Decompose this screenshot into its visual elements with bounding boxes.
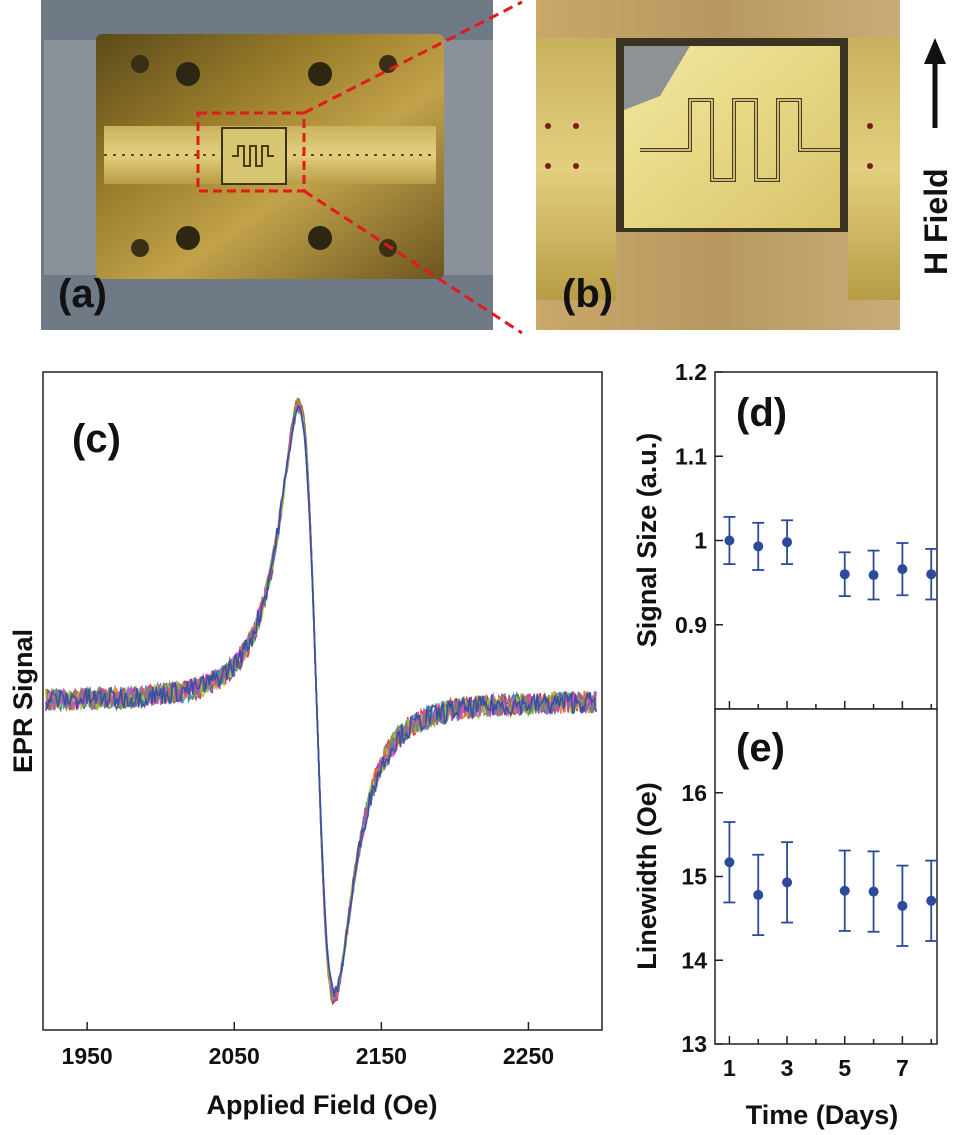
data-point	[782, 877, 793, 888]
data-point	[839, 569, 850, 580]
data-point	[897, 900, 908, 911]
y-tick-label: 13	[681, 1031, 707, 1057]
via	[867, 123, 873, 129]
y-tick-label: 1.2	[675, 359, 707, 385]
via	[573, 123, 579, 129]
screw	[379, 55, 397, 73]
plot-e-x-axis-title: Time (Days)	[746, 1100, 899, 1130]
epr-traces	[45, 397, 597, 1006]
screw	[131, 239, 149, 257]
panel-label-e: (e)	[736, 726, 785, 770]
via	[545, 163, 551, 169]
h-field-arrow-head	[924, 38, 946, 64]
signal-size-points	[723, 516, 938, 601]
zoom-box	[196, 111, 306, 193]
x-tick-label: 3	[781, 1055, 794, 1081]
data-point	[926, 895, 937, 906]
zoom-line-bottom	[303, 189, 523, 335]
plot-c-x-axis-title: Applied Field (Oe)	[206, 1090, 437, 1120]
photo-a: (a)	[41, 0, 493, 330]
chip-mini	[221, 127, 287, 185]
photo-b: (b)	[536, 0, 900, 330]
x-tick-label: 2150	[356, 1043, 407, 1069]
x-tick-label: 1950	[62, 1043, 113, 1069]
left-connector	[44, 40, 104, 275]
plot-c-y-axis-title: EPR Signal	[8, 629, 38, 773]
epr-spectrum-chart: 1950 2050 2150 2250 (c) Applied Field (Oe) …	[8, 371, 603, 1120]
y-tick-label: 0.9	[675, 612, 707, 638]
y-tick-label: 16	[681, 780, 707, 806]
panel-label-c: (c)	[72, 417, 121, 461]
signal-size-chart: 0.9 1 1.1 1.2 (d) Signal Size (a.u.)	[632, 359, 938, 710]
plot-e-y-axis-title: Linewidth (Oe)	[632, 782, 662, 969]
screw	[131, 55, 149, 73]
plot-d-y-ticks: 0.9 1 1.1 1.2	[675, 359, 932, 709]
data-point	[926, 569, 937, 580]
data-point	[897, 564, 908, 575]
x-tick-label: 2250	[503, 1043, 554, 1069]
panel-label-a: (a)	[58, 272, 107, 316]
mount-hole	[308, 62, 332, 86]
chip-corner	[624, 46, 690, 110]
y-tick-label: 14	[681, 947, 707, 973]
right-strip	[848, 38, 900, 300]
via	[867, 163, 873, 169]
h-field-indicator: H Field	[918, 38, 954, 275]
meander-inner	[640, 99, 840, 181]
panel-label-d: (d)	[736, 391, 787, 435]
y-tick-label: 1.1	[675, 443, 707, 469]
mount-hole	[176, 62, 200, 86]
x-tick-label: 7	[896, 1055, 909, 1081]
meander-mini	[232, 145, 274, 167]
x-tick-label: 2050	[209, 1043, 260, 1069]
screw	[379, 239, 397, 257]
data-point	[753, 541, 764, 552]
mount-hole	[308, 226, 332, 250]
linewidth-points	[723, 821, 938, 947]
h-field-label: H Field	[918, 168, 954, 275]
plot-c-x-ticks: 1950 2050 2150 2250	[62, 1022, 554, 1069]
data-point	[724, 535, 735, 546]
data-point	[868, 570, 879, 581]
zoom-line-top	[303, 0, 523, 115]
data-point	[753, 889, 764, 900]
panel-label-b: (b)	[562, 272, 613, 316]
plot-d-y-axis-title: Signal Size (a.u.)	[632, 433, 662, 648]
x-tick-label: 1	[723, 1055, 736, 1081]
data-point	[839, 885, 850, 896]
y-tick-label: 1	[694, 528, 707, 554]
x-tick-label: 5	[838, 1055, 851, 1081]
epr-trace	[45, 404, 597, 998]
data-point	[868, 886, 879, 897]
via	[545, 123, 551, 129]
right-connector	[436, 40, 493, 275]
data-point	[724, 857, 735, 868]
y-tick-label: 15	[681, 864, 707, 890]
plot-d-frame	[714, 371, 938, 710]
data-point	[782, 537, 793, 548]
mount-hole	[176, 226, 200, 250]
via	[573, 163, 579, 169]
